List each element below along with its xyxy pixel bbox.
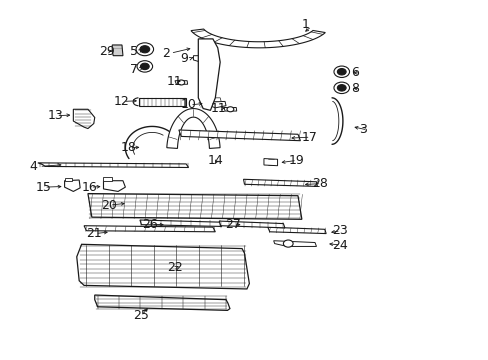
Polygon shape [219,221,285,228]
Text: 16: 16 [81,181,97,194]
Circle shape [283,240,292,247]
Polygon shape [273,241,316,247]
Text: 19: 19 [287,154,304,167]
Text: 29: 29 [99,45,114,58]
Circle shape [140,63,149,69]
Text: 9: 9 [180,52,188,65]
Polygon shape [191,29,325,48]
Circle shape [137,61,152,72]
Polygon shape [77,244,249,289]
Circle shape [136,43,153,56]
Polygon shape [193,56,207,63]
Text: 23: 23 [331,224,347,237]
Text: 20: 20 [101,198,117,212]
Polygon shape [103,177,112,181]
Text: 2: 2 [162,47,169,60]
Text: 15: 15 [35,181,51,194]
Polygon shape [88,194,301,219]
Polygon shape [224,108,236,111]
Text: 5: 5 [130,45,138,58]
Circle shape [337,85,346,91]
Text: 14: 14 [207,154,224,167]
Circle shape [337,68,346,75]
Text: 10: 10 [180,99,196,112]
Polygon shape [140,220,221,226]
Text: 22: 22 [166,261,182,274]
Circle shape [140,46,149,53]
Text: 27: 27 [224,218,241,231]
Polygon shape [64,178,72,181]
Polygon shape [112,45,122,56]
Polygon shape [103,181,125,192]
Text: 1: 1 [301,18,309,31]
Text: 12: 12 [113,95,129,108]
Polygon shape [264,158,277,166]
Text: 8: 8 [351,82,359,95]
Polygon shape [243,179,317,186]
Text: 3: 3 [358,123,366,136]
Text: 26: 26 [142,218,158,231]
Text: 25: 25 [132,309,148,322]
Polygon shape [138,98,186,106]
Text: 17: 17 [301,131,317,144]
Text: 28: 28 [312,177,328,190]
Polygon shape [95,295,229,310]
Text: 24: 24 [331,239,347,252]
Polygon shape [175,81,187,84]
Polygon shape [198,39,220,111]
Circle shape [333,82,349,94]
Polygon shape [267,227,325,234]
Text: 21: 21 [86,227,102,240]
Polygon shape [207,102,225,108]
Text: 7: 7 [130,63,138,76]
Polygon shape [84,226,215,232]
Text: 6: 6 [351,66,359,79]
Text: 13: 13 [47,109,63,122]
Polygon shape [166,109,220,148]
Text: 4: 4 [30,160,38,173]
Polygon shape [38,163,188,167]
Text: 11: 11 [166,75,182,88]
Circle shape [226,107,233,112]
Polygon shape [73,109,95,129]
Polygon shape [64,180,80,192]
Text: 18: 18 [120,141,136,154]
Circle shape [178,80,184,85]
Circle shape [333,66,349,77]
Text: 11: 11 [210,102,226,115]
Polygon shape [210,98,221,102]
Polygon shape [179,130,300,141]
